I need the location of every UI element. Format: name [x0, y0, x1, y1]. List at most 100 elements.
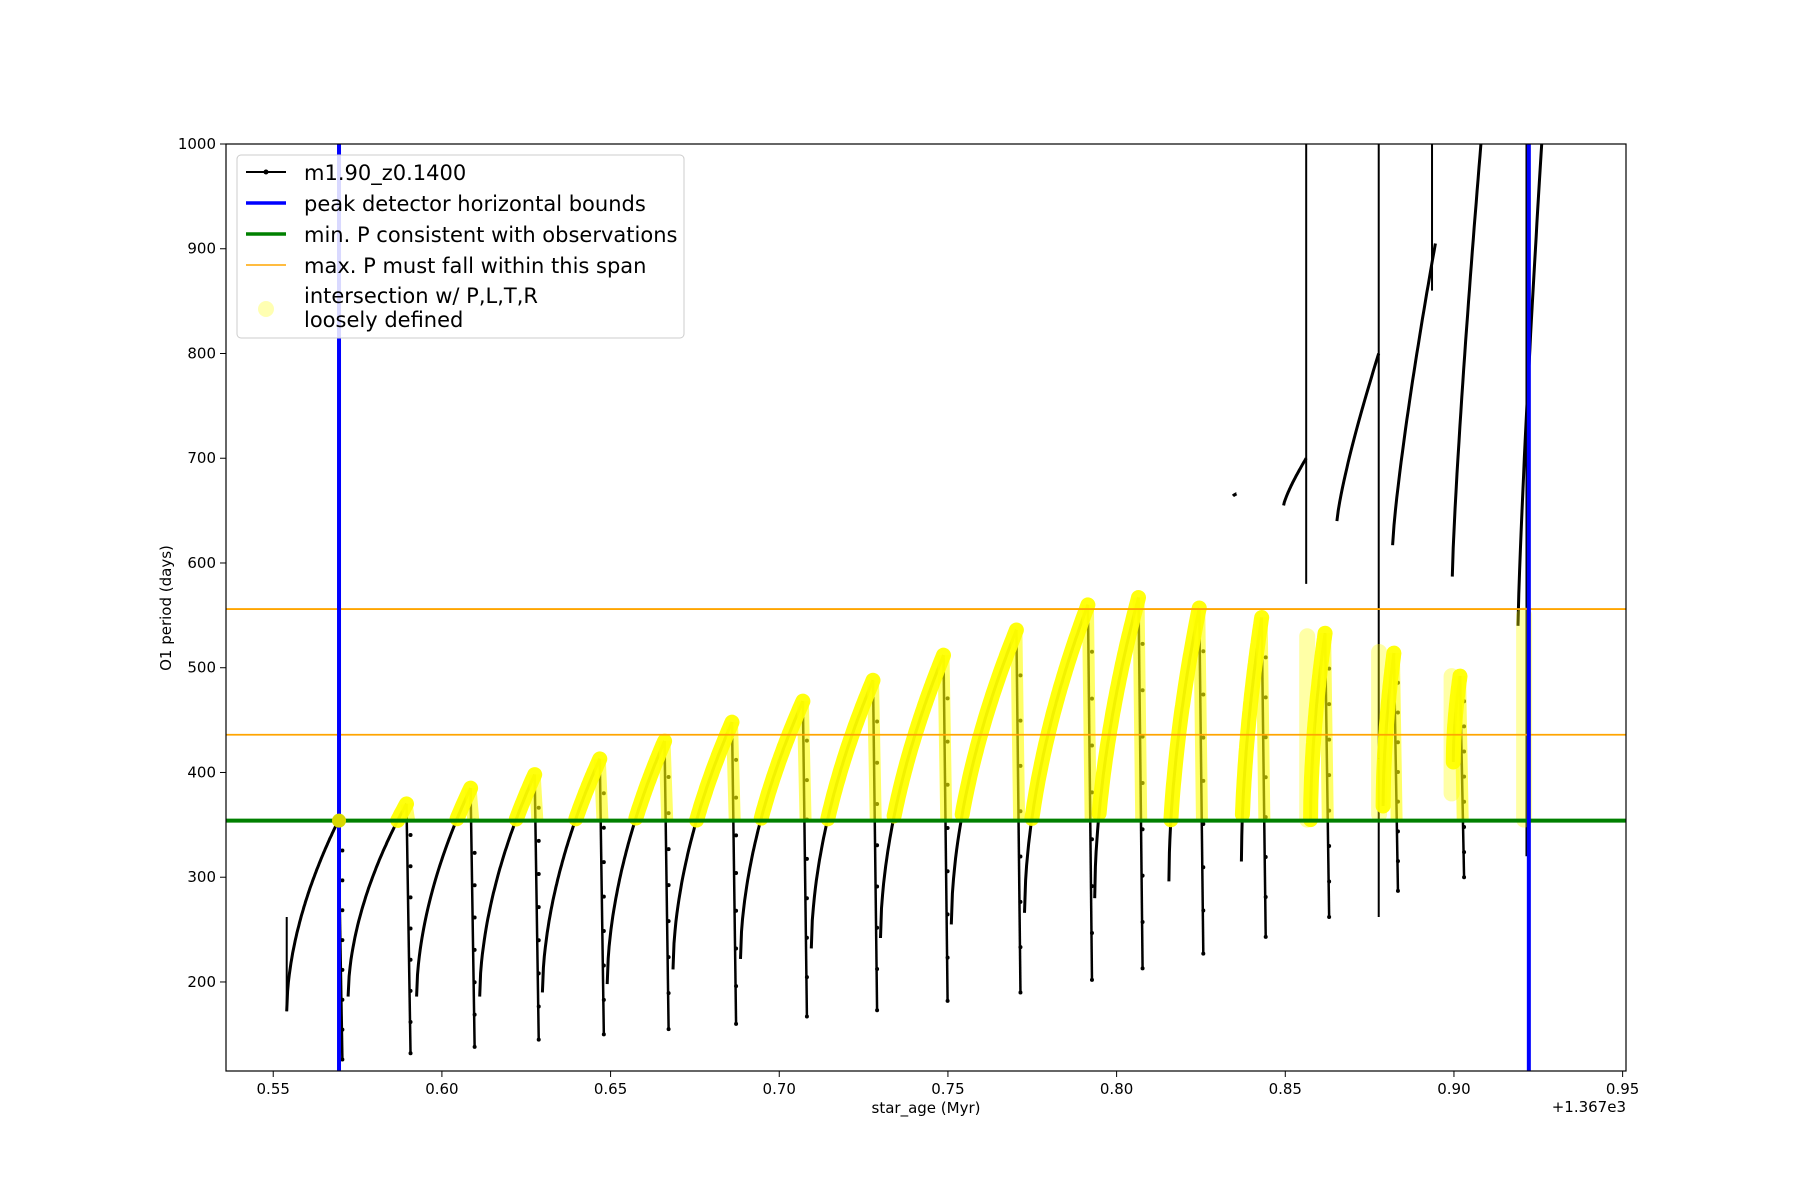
x-offset-label: +1.367e3: [1552, 1098, 1626, 1116]
pulse-arc-1: [285, 820, 340, 1012]
pulse-drop-point: [472, 1044, 477, 1049]
legend-label-intersection: intersection w/ P,L,T,R: [304, 284, 538, 308]
pulse-drop-point: [875, 925, 880, 930]
pulse-drop-point: [340, 967, 345, 972]
pulse-drop-point: [804, 975, 809, 980]
pulse-drop-point: [408, 957, 413, 962]
pulse-drop-point: [1327, 844, 1332, 849]
pulse-drop-point: [875, 884, 880, 889]
intersection-drop-4: [528, 774, 544, 822]
pulse-drop-point: [666, 1027, 671, 1032]
intersection-drop-13: [1132, 597, 1148, 821]
x-tick-label: 0.85: [1269, 1080, 1302, 1098]
intersection-drop-2: [400, 802, 416, 822]
pulse-drop-point: [1395, 829, 1400, 834]
legend-entry-max-p: max. P must fall within this span: [246, 254, 646, 278]
pulse-drop-point: [408, 895, 413, 900]
legend-entry-peak-bounds: peak detector horizontal bounds: [246, 192, 646, 216]
pulse-drop-point: [945, 998, 950, 1003]
intersection-band-9: [820, 672, 881, 827]
x-axis-label: star_age (Myr): [872, 1099, 981, 1118]
pulse-drop-point: [1089, 884, 1094, 889]
intersection-drop-10: [937, 655, 953, 821]
y-tick-label: 300: [187, 868, 216, 886]
x-axis: 0.55 0.60 0.65 0.70 0.75 0.80 0.85 0.90 0.95: [257, 1071, 1639, 1098]
legend-entry-intersection: intersection w/ P,L,T,R loosely defined: [258, 284, 538, 332]
legend-label-max-p: max. P must fall within this span: [304, 254, 646, 278]
pulse-drop-point: [1018, 854, 1023, 859]
pulse-drop-point: [1201, 951, 1206, 956]
x-tick-label: 0.90: [1437, 1080, 1470, 1098]
pulse-drop-point: [945, 955, 950, 960]
plot-frame: [225, 143, 1627, 1072]
x-tick-label: 0.70: [763, 1080, 796, 1098]
intersection-drop-18: [1454, 675, 1469, 821]
pulse-drop-point: [734, 1021, 739, 1026]
pulse-drop-point: [875, 843, 880, 848]
pulse-drop-point: [601, 1032, 606, 1037]
intersection-markers: [390, 590, 1533, 828]
pulse-drop-point: [1201, 822, 1206, 827]
pulse-drop-point: [1089, 977, 1094, 982]
pulse-drop-point: [408, 864, 413, 869]
pulse-drop-point: [875, 1008, 880, 1013]
pulse-drop-point: [1395, 859, 1400, 864]
pulse-drop-point: [945, 869, 950, 874]
intersection-band-12: [1024, 597, 1096, 826]
pulse-drop-point: [408, 1051, 413, 1056]
pulse-drop-point: [666, 991, 671, 996]
pulse-drop-point: [601, 963, 606, 968]
pulse-drop-point: [666, 847, 671, 852]
intersection-drop-11: [1010, 629, 1026, 821]
pulse-drop-point: [1018, 990, 1023, 995]
y-tick-label: 700: [187, 449, 216, 467]
pulse-drop-point: [1462, 875, 1467, 880]
y-tick-label: 400: [187, 763, 216, 781]
pulse-drop-point: [408, 926, 413, 931]
legend: m1.90_z0.1400 peak detector horizontal b…: [236, 154, 685, 339]
intersection-band-10: [886, 647, 951, 824]
pulse-drop-point: [1327, 879, 1332, 884]
legend-label-peak-bounds: peak detector horizontal bounds: [304, 192, 646, 216]
pulse-drop-point: [601, 894, 606, 899]
horizontal-lines: [226, 608, 1626, 823]
upper-branch-3: [1335, 353, 1381, 522]
pulse-drop-point: [875, 967, 880, 972]
pulse-drop-point: [340, 848, 345, 853]
pulse-drop-point: [734, 833, 739, 838]
x-tick-label: 0.55: [257, 1080, 290, 1098]
x-tick-label: 0.60: [425, 1080, 458, 1098]
pulse-drop-point: [601, 997, 606, 1002]
pulse-drop-point: [734, 946, 739, 951]
pulse-drop-point: [536, 838, 541, 843]
pulse-drop-point: [536, 905, 541, 910]
legend-entry-series: m1.90_z0.1400: [246, 161, 466, 186]
legend-entry-min-p: min. P consistent with observations: [246, 223, 677, 247]
upper-branch-1: [1231, 492, 1238, 497]
pulse-drop-point: [408, 988, 413, 993]
pulse-drop-point: [1462, 824, 1467, 829]
pulse-drop-point: [536, 1004, 541, 1009]
pulse-drop-point: [472, 1012, 477, 1017]
pulse-drop-point: [1263, 894, 1268, 899]
pulse-drop-point: [1018, 945, 1023, 950]
intersection-drop-16: [1319, 633, 1334, 821]
intersection-drop-5: [593, 758, 609, 821]
pulse-drop-point: [1089, 930, 1094, 935]
pulse-drop-point: [666, 955, 671, 960]
intersection-point: [332, 813, 347, 828]
pulse-drop-point: [536, 871, 541, 876]
intersection-drop-8: [796, 701, 812, 821]
pulse-drop-point: [472, 915, 477, 920]
pulse-drop-point: [804, 856, 809, 861]
legend-marker-intersection: [258, 301, 274, 317]
upper-branch-4: [1391, 243, 1437, 546]
intersection-drop-7: [726, 722, 741, 821]
pulse-drop-point: [408, 833, 413, 838]
pulse-drop-point: [1018, 899, 1023, 904]
pulse-drop-point: [340, 997, 345, 1002]
pulse-drop-point: [472, 883, 477, 888]
pulse-drop-point: [340, 1057, 345, 1062]
pulse-drop-point: [1462, 850, 1467, 855]
